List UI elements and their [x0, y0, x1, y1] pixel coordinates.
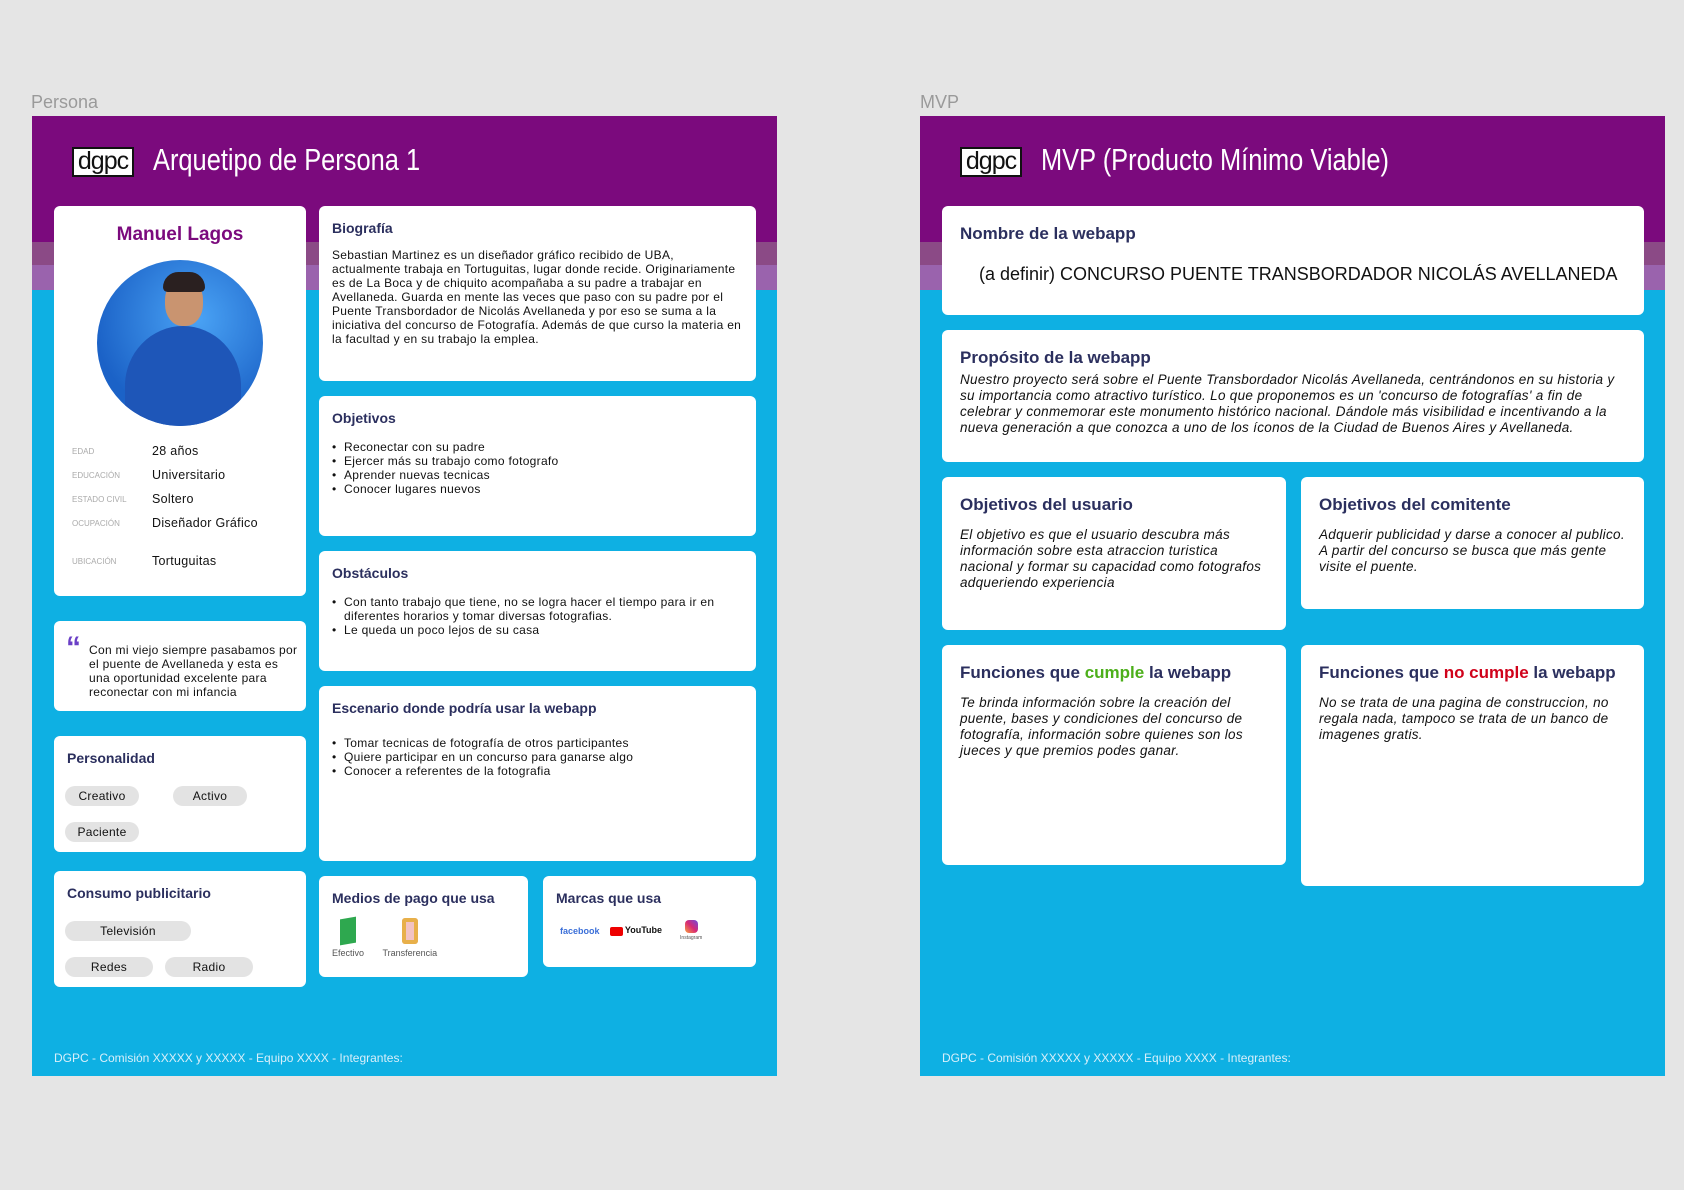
brands-card: Marcas que usa facebook YouTube Instagra… [543, 876, 756, 967]
webapp-name: (a definir) CONCURSO PUENTE TRANSBORDADO… [979, 264, 1618, 284]
instagram-label: Instagram [680, 935, 703, 941]
payment-method: Efectivo [332, 916, 365, 958]
detail-label: ESTADO CIVIL [72, 494, 127, 504]
client-goals-text: Adquerir publicidad y darse a conocer al… [1319, 527, 1625, 574]
user-goals-title: Objetivos del usuario [960, 495, 1133, 514]
purpose-title: Propósito de la webapp [960, 348, 1151, 367]
list-item: Aprender nuevas tecnicas [332, 468, 743, 482]
list-item: Conocer lugares nuevos [332, 482, 743, 496]
media-chip: Redes [65, 957, 153, 977]
goals-card: Objetivos Reconectar con su padreEjercer… [319, 396, 756, 536]
user-goals-card: Objetivos del usuario El objetivo es que… [942, 477, 1286, 630]
media-chip: Televisión [65, 921, 191, 941]
features-included-text: Te brinda información sobre la creación … [960, 695, 1243, 758]
page-title: Arquetipo de Persona 1 [153, 142, 421, 177]
webapp-name-card: Nombre de la webapp (a definir) CONCURSO… [942, 206, 1644, 315]
goals-title: Objetivos [332, 410, 396, 426]
payment-card: Medios de pago que usa Efectivo Transfer… [319, 876, 528, 977]
biography-title: Biografía [332, 220, 393, 236]
detail-value: Universitario [152, 468, 226, 482]
frame-label-mvp[interactable]: MVP [920, 92, 960, 112]
facebook-logo: facebook [560, 925, 600, 936]
detail-value: Tortuguitas [152, 554, 217, 568]
brands-title: Marcas que usa [556, 890, 662, 906]
purpose-card: Propósito de la webapp Nuestro proyecto … [942, 330, 1644, 462]
footer-text: DGPC - Comisión XXXXX y XXXXX - Equipo X… [54, 1051, 403, 1065]
quote-card: “ Con mi viejo siempre pasabamos por el … [54, 621, 306, 711]
quote-icon: “ [66, 631, 81, 664]
persona-photo [97, 260, 263, 426]
client-goals-title: Objetivos del comitente [1319, 495, 1511, 514]
payment-method: Transferencia [382, 918, 437, 958]
detail-value: Soltero [152, 492, 194, 506]
payment-label: Efectivo [332, 948, 365, 958]
personality-card: Personalidad Creativo Activo Paciente [54, 736, 306, 852]
list-item: Le queda un poco lejos de su casa [332, 623, 743, 637]
features-excluded-title: Funciones que no cumple la webapp [1319, 663, 1616, 682]
personality-chip: Paciente [65, 822, 139, 842]
features-included-card: Funciones que cumple la webapp Te brinda… [942, 645, 1286, 865]
features-excluded-card: Funciones que no cumple la webapp No se … [1301, 645, 1644, 886]
purpose-text: Nuestro proyecto será sobre el Puente Tr… [960, 372, 1615, 435]
media-consumption-card: Consumo publicitario Televisión Redes Ra… [54, 871, 306, 987]
client-goals-card: Objetivos del comitente Adquerir publici… [1301, 477, 1644, 609]
profile-card: Manuel Lagos EDAD 28 años EDUCACIÓN Univer… [54, 206, 306, 596]
personality-chip: Activo [173, 786, 247, 806]
obstacles-title: Obstáculos [332, 565, 409, 581]
list-item: Ejercer más su trabajo como fotografo [332, 454, 743, 468]
features-excluded-text: No se trata de una pagina de construccio… [1319, 695, 1609, 742]
youtube-icon [609, 926, 623, 936]
personality-chip: Creativo [65, 786, 139, 806]
detail-value: Diseñador Gráfico [152, 516, 258, 530]
list-item: Tomar tecnicas de fotografía de otros pa… [332, 736, 743, 750]
persona-name: Manuel Lagos [116, 224, 244, 245]
list-item: Con tanto trabajo que tiene, no se logra… [332, 595, 743, 623]
dgpc-logo: dgpc [960, 147, 1022, 177]
persona-frame: dgpc Arquetipo de Persona 1 Manuel Lagos… [32, 116, 777, 1076]
instagram-logo: Instagram [680, 920, 702, 941]
detail-label: EDAD [72, 446, 95, 456]
cash-icon [340, 916, 356, 946]
list-item: Quiere participar en un concurso para ga… [332, 750, 743, 764]
personality-title: Personalidad [67, 750, 155, 766]
youtube-logo: YouTube [609, 925, 662, 936]
detail-label: UBICACIÓN [72, 556, 117, 566]
obstacles-card: Obstáculos Con tanto trabajo que tiene, … [319, 551, 756, 671]
detail-label: OCUPACIÓN [72, 518, 120, 528]
user-goals-text: El objetivo es que el usuario descubra m… [960, 527, 1262, 590]
webapp-name-title: Nombre de la webapp [960, 224, 1136, 243]
frame-label-persona[interactable]: Persona [31, 92, 99, 112]
instagram-icon [684, 920, 698, 933]
features-included-title: Funciones que cumple la webapp [960, 663, 1232, 682]
detail-value: 28 años [152, 444, 199, 458]
scenario-title: Escenario donde podría usar la webapp [332, 700, 597, 716]
media-title: Consumo publicitario [67, 885, 211, 901]
payment-title: Medios de pago que usa [332, 890, 495, 906]
footer-text: DGPC - Comisión XXXXX y XXXXX - Equipo X… [942, 1051, 1291, 1065]
detail-label: EDUCACIÓN [72, 470, 121, 480]
payment-label: Transferencia [382, 948, 438, 958]
biography-text: Sebastian Martinez es un diseñador gráfi… [332, 248, 742, 346]
biography-card: Biografía Sebastian Martinez es un diseñ… [319, 206, 756, 381]
phone-transfer-icon [401, 918, 418, 944]
dgpc-logo: dgpc [72, 147, 134, 177]
quote-text: Con mi viejo siempre pasabamos por el pu… [89, 643, 298, 699]
list-item: Reconectar con su padre [332, 440, 743, 454]
page-title: MVP (Producto Mínimo Viable) [1041, 142, 1390, 177]
media-chip: Radio [165, 957, 253, 977]
scenario-card: Escenario donde podría usar la webapp To… [319, 686, 756, 861]
mvp-frame: dgpc MVP (Producto Mínimo Viable) Nombre… [920, 116, 1665, 1076]
list-item: Conocer a referentes de la fotografia [332, 764, 743, 778]
